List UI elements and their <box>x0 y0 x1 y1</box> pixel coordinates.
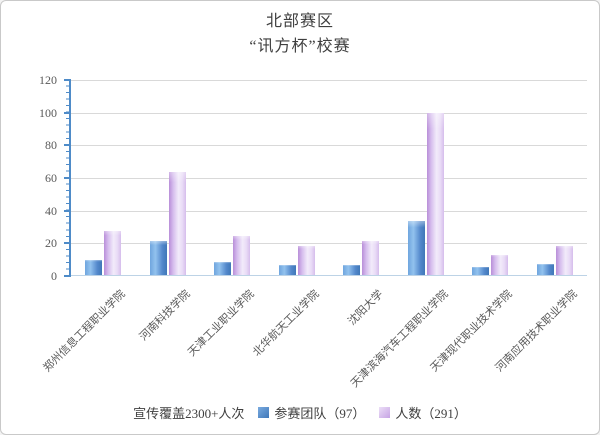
y-tick-label: 40 <box>45 203 57 218</box>
bar-series1-cat5 <box>426 113 444 275</box>
x-category-label: 沈阳大学 <box>346 288 386 328</box>
y-axis-major-tick <box>64 144 71 147</box>
bar-series1-cat7 <box>555 245 573 275</box>
bar-series0-cat7 <box>536 263 554 275</box>
chart-legend: 宣传覆盖2300+人次 参赛团队（97） 人数（291） <box>1 403 599 422</box>
x-category-label: 郑州信息工程职业学院 <box>41 288 128 375</box>
bar-series1-cat6 <box>491 255 509 275</box>
y-tick-label: 100 <box>39 105 57 120</box>
gridline <box>71 210 587 212</box>
bar-series1-cat3 <box>297 245 315 275</box>
legend-swatch-blue <box>258 407 270 418</box>
bar-series1-cat0 <box>104 230 122 275</box>
bar-series0-cat0 <box>85 260 103 275</box>
bar-series0-cat2 <box>214 261 232 275</box>
y-tick-label: 0 <box>51 269 57 283</box>
y-axis-major-tick <box>64 111 71 114</box>
bar-series0-cat1 <box>149 240 167 275</box>
y-tick-label: 60 <box>45 171 57 185</box>
plot-area <box>64 79 587 277</box>
chart-title: 北部赛区 “讯方杯”校赛 <box>1 9 599 59</box>
legend-label-teams: 参赛团队（97） <box>274 406 366 421</box>
legend-note: 宣传覆盖2300+人次 <box>133 406 245 421</box>
x-category-label: 北华航天工业学院 <box>250 288 322 359</box>
y-axis-major-tick <box>64 209 71 212</box>
x-category-label: 天津工业职业学院 <box>186 288 257 359</box>
bar-series1-cat1 <box>168 172 186 275</box>
gridline <box>71 145 587 147</box>
y-axis-major-tick <box>64 79 71 81</box>
bar-series1-cat4 <box>362 240 380 275</box>
y-axis-major-tick <box>64 177 71 179</box>
y-axis-major-tick <box>64 275 71 277</box>
bar-series0-cat6 <box>472 266 490 275</box>
y-tick-label: 20 <box>45 236 57 251</box>
bar-series0-cat3 <box>278 265 296 275</box>
legend-label-people: 人数（291） <box>395 406 467 421</box>
y-axis-labels: 0 20 40 60 80 100 120 <box>21 73 63 283</box>
chart-title-line2: “讯方杯”校赛 <box>249 38 351 55</box>
legend-item-teams: 参赛团队（97） <box>258 403 365 422</box>
gridline <box>71 80 587 81</box>
bar-series0-cat4 <box>343 265 361 275</box>
chart-title-line1: 北部赛区 <box>265 13 334 30</box>
bar-series0-cat5 <box>407 221 425 275</box>
x-axis-line <box>71 275 587 276</box>
legend-item-people: 人数（291） <box>379 403 467 422</box>
legend-swatch-purple <box>379 407 391 418</box>
bar-series1-cat2 <box>233 235 251 275</box>
x-category-label: 河南科技学院 <box>137 288 193 344</box>
y-tick-label: 120 <box>39 73 57 87</box>
y-axis-major-tick <box>64 242 71 245</box>
gridline <box>71 178 587 179</box>
x-axis-labels: 郑州信息工程职业学院 河南科技学院 天津工业职业学院 北华航天工业学院 沈阳大学 天津滨海… <box>42 278 587 403</box>
gridline <box>71 112 587 114</box>
gridline <box>71 243 587 245</box>
y-tick-label: 80 <box>45 138 57 153</box>
